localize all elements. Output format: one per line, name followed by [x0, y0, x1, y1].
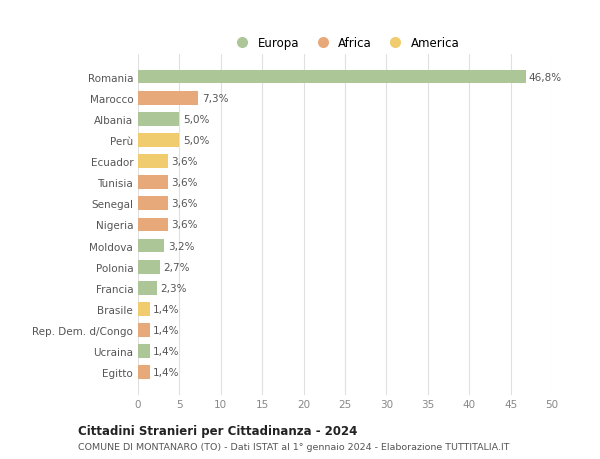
Bar	[138, 345, 149, 358]
Text: 3,6%: 3,6%	[171, 157, 197, 167]
Text: 2,3%: 2,3%	[160, 283, 187, 293]
Bar	[138, 71, 526, 84]
Bar	[138, 92, 199, 105]
Bar	[138, 281, 157, 295]
Text: 5,0%: 5,0%	[183, 115, 209, 124]
Text: 3,6%: 3,6%	[171, 199, 197, 209]
Bar	[138, 324, 149, 337]
Text: 5,0%: 5,0%	[183, 135, 209, 146]
Text: 1,4%: 1,4%	[153, 304, 179, 314]
Bar	[138, 260, 160, 274]
Text: 1,4%: 1,4%	[153, 325, 179, 335]
Bar	[138, 176, 168, 190]
Bar	[138, 366, 149, 379]
Text: 3,2%: 3,2%	[168, 241, 194, 251]
Text: 7,3%: 7,3%	[202, 94, 228, 103]
Text: 2,7%: 2,7%	[164, 262, 190, 272]
Bar	[138, 134, 179, 147]
Text: 46,8%: 46,8%	[529, 73, 562, 82]
Bar	[138, 197, 168, 211]
Text: Cittadini Stranieri per Cittadinanza - 2024: Cittadini Stranieri per Cittadinanza - 2…	[78, 424, 358, 437]
Bar	[138, 112, 179, 126]
Bar	[138, 155, 168, 168]
Bar	[138, 302, 149, 316]
Legend: Europa, Africa, America: Europa, Africa, America	[226, 32, 464, 55]
Text: 1,4%: 1,4%	[153, 347, 179, 356]
Text: 3,6%: 3,6%	[171, 220, 197, 230]
Bar	[138, 239, 164, 253]
Text: 3,6%: 3,6%	[171, 178, 197, 188]
Text: 1,4%: 1,4%	[153, 368, 179, 377]
Bar	[138, 218, 168, 232]
Text: COMUNE DI MONTANARO (TO) - Dati ISTAT al 1° gennaio 2024 - Elaborazione TUTTITAL: COMUNE DI MONTANARO (TO) - Dati ISTAT al…	[78, 442, 509, 451]
